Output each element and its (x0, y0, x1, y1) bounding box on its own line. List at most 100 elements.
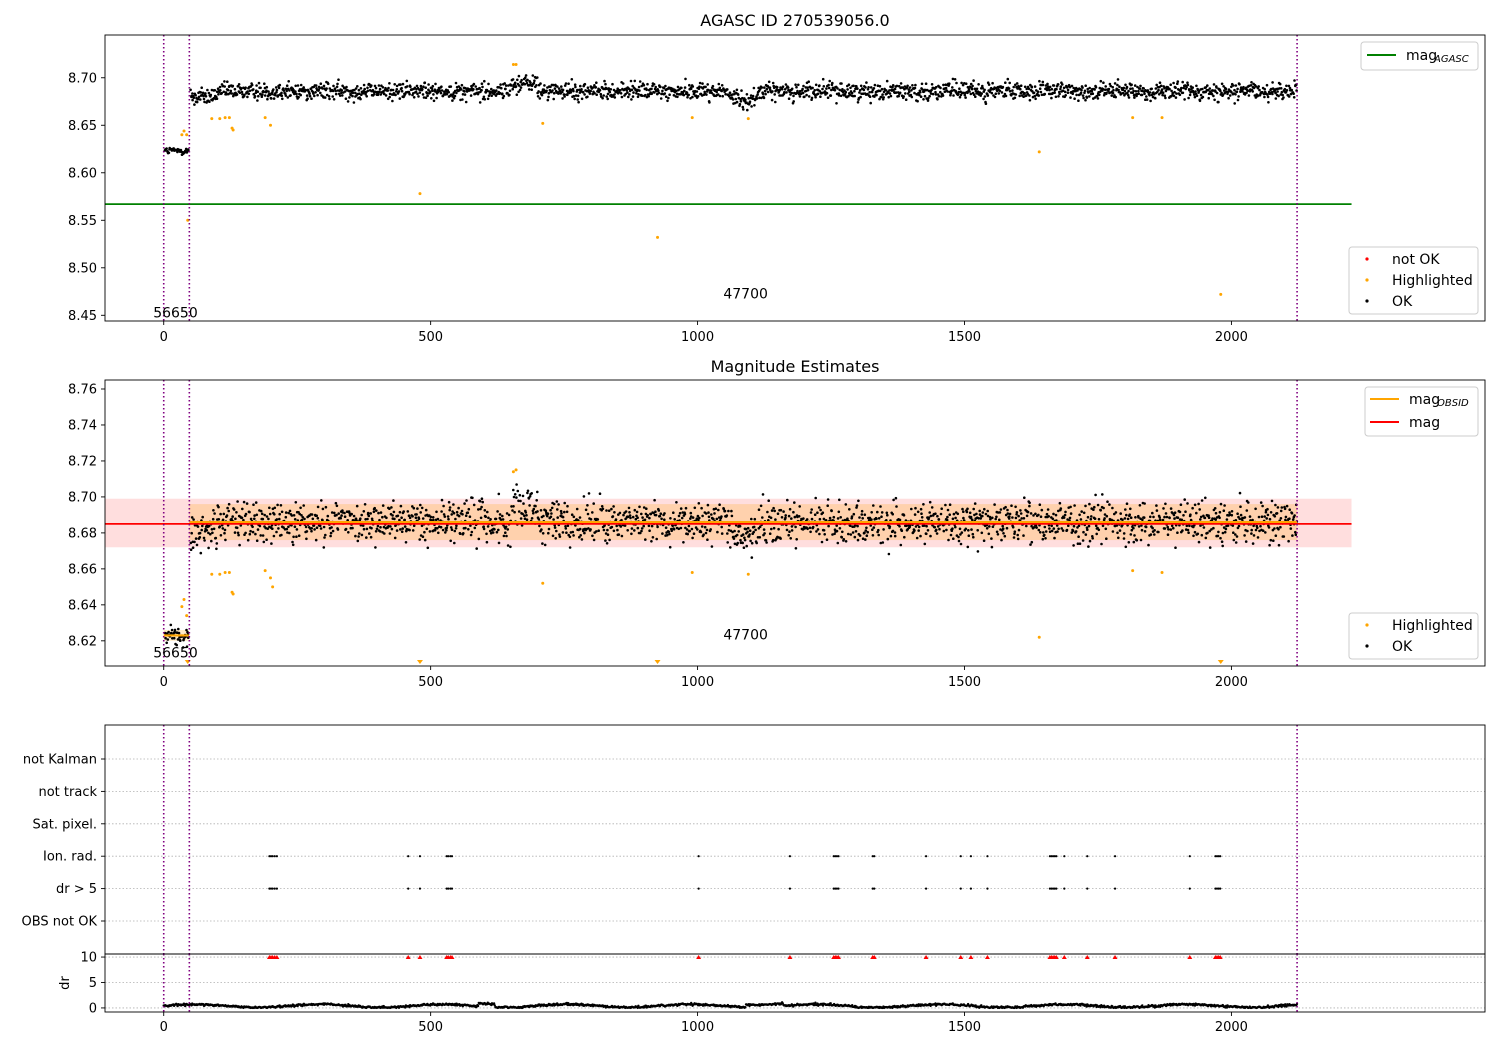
ok-point (661, 89, 664, 93)
ok-point (1191, 86, 1194, 89)
ok-point (204, 92, 207, 95)
highlighted-point (231, 128, 235, 132)
ok-point (689, 87, 693, 90)
ok-point (1284, 515, 1288, 519)
ok-point (946, 515, 949, 519)
ok-point (207, 524, 211, 528)
ok-point (513, 510, 516, 514)
ok-point (875, 517, 878, 521)
ok-point (1023, 496, 1026, 500)
ok-point (233, 87, 237, 91)
ok-point (713, 512, 716, 515)
ok-point (960, 81, 963, 85)
ok-point (389, 525, 392, 528)
ok-point (480, 497, 484, 501)
ok-point (321, 519, 324, 522)
ok-point (1014, 516, 1018, 520)
ok-point (964, 527, 968, 531)
ok-point (1062, 86, 1066, 90)
ok-point (564, 525, 567, 528)
ok-point (642, 506, 646, 509)
ok-point (399, 83, 402, 86)
ok-point (1230, 510, 1234, 513)
ok-point (1274, 91, 1277, 95)
ok-point (739, 538, 742, 542)
ok-point (1250, 81, 1253, 84)
ok-point (820, 91, 824, 95)
ok-point (248, 89, 252, 93)
ok-point (479, 516, 483, 520)
ok-point (516, 489, 520, 493)
ok-point (654, 513, 658, 517)
ok-point (1008, 89, 1012, 93)
ok-point (748, 100, 752, 103)
ok-point (647, 94, 650, 98)
ok-point (341, 94, 344, 97)
ok-point (999, 508, 1003, 511)
ok-point (981, 84, 984, 88)
highlighted-point (656, 235, 660, 239)
ok-point (1052, 84, 1056, 87)
ok-point (356, 539, 360, 543)
ok-point (365, 536, 368, 539)
ok-point (840, 536, 844, 539)
ok-point (758, 87, 762, 91)
ok-point (790, 91, 794, 95)
ok-point (485, 540, 489, 544)
highlighted-point (223, 570, 227, 574)
ok-point (726, 532, 729, 535)
ok-point (1276, 90, 1279, 93)
ok-point (750, 556, 754, 559)
ok-point (1184, 510, 1187, 513)
ok-point (672, 511, 675, 514)
ok-point (611, 82, 614, 86)
ok-point (827, 83, 830, 87)
ok-point (807, 80, 810, 83)
ok-point (509, 545, 512, 549)
ok-point (948, 82, 951, 85)
ok-point (640, 94, 644, 97)
ok-point (1246, 529, 1249, 533)
ok-point (1233, 88, 1236, 92)
ok-point (1219, 89, 1222, 93)
ok-point (756, 93, 759, 96)
ok-point (1163, 94, 1167, 97)
ok-point (192, 518, 195, 521)
ok-point (310, 529, 313, 533)
flag-row-label: not Kalman (23, 753, 97, 768)
ok-point (1207, 96, 1210, 100)
ok-point (471, 496, 474, 500)
ok-point (591, 534, 594, 538)
ok-point (377, 84, 381, 87)
ok-point (1078, 513, 1081, 517)
ok-point (668, 545, 672, 549)
ok-point (1117, 536, 1120, 540)
ok-point (1291, 534, 1294, 537)
ok-point (409, 85, 412, 89)
highlighted-point (514, 62, 518, 66)
ok-point (1076, 542, 1080, 545)
ok-point (685, 91, 689, 94)
highlighted-point (227, 570, 231, 574)
ok-point (923, 524, 926, 527)
ok-point (718, 86, 722, 90)
ok-point (502, 94, 506, 98)
ok-point (885, 519, 888, 522)
ok-point (337, 512, 341, 515)
ok-point (733, 529, 736, 533)
ok-point (1275, 512, 1279, 515)
ok-point (1090, 515, 1093, 518)
ok-point (956, 512, 960, 516)
ok-point (210, 528, 214, 531)
ok-point (1048, 85, 1052, 89)
ok-point (1204, 536, 1208, 540)
ok-point (1197, 89, 1201, 93)
ok-point (906, 84, 909, 88)
ok-point (1073, 504, 1076, 507)
ok-point (760, 96, 763, 100)
ok-point (583, 82, 587, 86)
ok-point (1095, 532, 1098, 536)
ok-point (1234, 519, 1238, 522)
ok-point (858, 88, 862, 92)
ok-point (698, 85, 701, 88)
